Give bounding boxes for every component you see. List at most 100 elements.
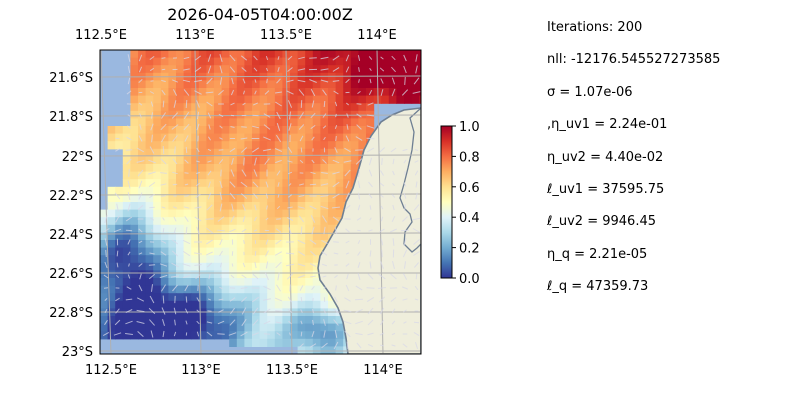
velocity-arrow [263, 320, 271, 325]
field-cell [168, 300, 177, 309]
velocity-arrow [414, 160, 419, 163]
field-cell [358, 133, 367, 142]
field-cell [160, 171, 169, 180]
field-cell [153, 110, 162, 119]
velocity-arrow [356, 342, 362, 349]
velocity-arrow [173, 307, 177, 315]
velocity-arrow [173, 227, 177, 234]
field-cell [267, 57, 276, 66]
velocity-arrow [287, 100, 293, 108]
velocity-arrow [242, 78, 246, 84]
velocity-arrow [183, 56, 190, 60]
field-cell [145, 148, 154, 157]
field-cell [236, 232, 245, 241]
field-cell [252, 179, 261, 188]
field-cell [115, 209, 124, 218]
field-cell [130, 278, 139, 287]
velocity-arrow [240, 137, 248, 140]
velocity-arrow [355, 332, 363, 336]
param-eta-uv1: ,η_uv1 = 2.24e-01 [547, 117, 668, 133]
velocity-arrow [241, 228, 247, 233]
field-cell [350, 156, 359, 165]
field-cell [153, 247, 162, 256]
field-cell [107, 209, 116, 218]
velocity-arrow [413, 331, 420, 337]
field-cell [343, 95, 352, 104]
field-cell [282, 202, 291, 211]
field-cell [244, 240, 253, 249]
field-cell [350, 65, 359, 74]
field-cell [191, 316, 200, 325]
field-cell [198, 232, 207, 241]
field-cell [312, 293, 321, 302]
field-cell [267, 88, 276, 97]
velocity-arrow [332, 206, 340, 209]
velocity-arrow [403, 321, 407, 324]
field-cell [160, 103, 169, 112]
field-cell [328, 72, 337, 81]
field-cell [153, 217, 162, 226]
field-cell [153, 194, 162, 203]
velocity-arrow [171, 239, 179, 245]
velocity-arrow [139, 113, 142, 118]
field-cell [115, 141, 124, 150]
field-cell [145, 88, 154, 97]
field-cell [274, 126, 283, 135]
field-cell [297, 118, 306, 127]
velocity-arrow [138, 240, 143, 244]
field-cell [282, 247, 291, 256]
field-cell [274, 133, 283, 142]
velocity-arrow [357, 55, 361, 61]
field-cell [160, 80, 169, 89]
field-cell [244, 186, 253, 195]
field-cell [206, 110, 215, 119]
field-cell [274, 57, 283, 66]
field-cell [153, 232, 162, 241]
velocity-arrow [415, 342, 418, 349]
field-cell [221, 118, 230, 127]
field-cell [244, 262, 253, 271]
field-cell [115, 247, 124, 256]
field-cell [305, 247, 314, 256]
velocity-arrow [162, 146, 165, 154]
field-cell [419, 95, 421, 104]
colorbar: 0.0 0.2 0.4 0.6 0.8 1.0 [440, 120, 480, 287]
velocity-arrow [358, 169, 360, 177]
velocity-arrow [391, 215, 396, 223]
field-cell [320, 103, 329, 112]
field-cell [221, 240, 230, 249]
field-cell [290, 50, 299, 59]
field-cell [244, 133, 253, 142]
field-cell [388, 95, 397, 104]
field-cell [236, 156, 245, 165]
field-cell [320, 72, 329, 81]
velocity-arrow [243, 157, 245, 166]
velocity-arrow [415, 181, 418, 188]
velocity-arrow [125, 333, 133, 335]
field-cell [267, 217, 276, 226]
field-cell [198, 247, 207, 256]
field-cell [396, 80, 405, 89]
field-cell [229, 80, 238, 89]
field-cell [335, 202, 344, 211]
field-cell [244, 338, 253, 347]
velocity-arrow [379, 332, 385, 336]
field-cell [214, 232, 223, 241]
field-cell [305, 50, 314, 59]
field-cell [267, 95, 276, 104]
field-cell [153, 50, 162, 59]
field-cell [312, 247, 321, 256]
velocity-arrow [320, 68, 329, 71]
velocity-arrow [183, 206, 190, 209]
velocity-arrow [185, 146, 188, 154]
field-cell [236, 270, 245, 279]
velocity-arrow [254, 157, 257, 166]
velocity-arrow [104, 261, 108, 269]
velocity-arrow [184, 216, 189, 222]
field-cell [168, 240, 177, 249]
velocity-arrow [231, 157, 234, 166]
velocity-arrow [414, 285, 419, 291]
field-cell [145, 194, 154, 203]
velocity-arrow [287, 296, 293, 303]
